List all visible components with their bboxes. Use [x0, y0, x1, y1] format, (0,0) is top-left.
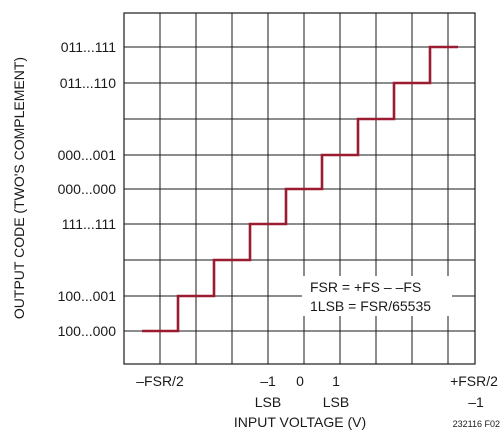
x-tick-label: +FSR/2	[450, 373, 498, 389]
annotation-lsb: 1LSB = FSR/65535	[310, 298, 431, 314]
annotation-fsr: FSR = +FS – –FS	[310, 279, 421, 295]
y-tick-label: 111...111	[62, 216, 116, 232]
x-tick-label: –FSR/2	[136, 373, 184, 389]
y-tick-label: 011...111	[61, 39, 116, 55]
x-tick-label: LSB	[323, 394, 349, 410]
x-tick-label: LSB	[255, 394, 281, 410]
transfer-staircase	[142, 45, 458, 333]
annotation-background	[302, 276, 452, 316]
y-tick-label: 000...001	[58, 147, 117, 163]
y-tick-label: 100...000	[58, 323, 117, 339]
y-tick-label: 011...110	[60, 75, 117, 91]
x-tick-label: –1	[468, 394, 484, 410]
x-axis-label: INPUT VOLTAGE (V)	[234, 414, 366, 430]
y-axis-label: OUTPUT CODE (TWO'S COMPLEMENT)	[11, 57, 27, 319]
y-tick-label: 000...000	[58, 181, 117, 197]
x-tick-label: 0	[296, 373, 304, 389]
figure-id: 232116 F02	[453, 419, 500, 429]
y-tick-label: 100...001	[58, 288, 117, 304]
x-tick-label: –1	[260, 373, 276, 389]
x-tick-label: 1	[332, 373, 340, 389]
